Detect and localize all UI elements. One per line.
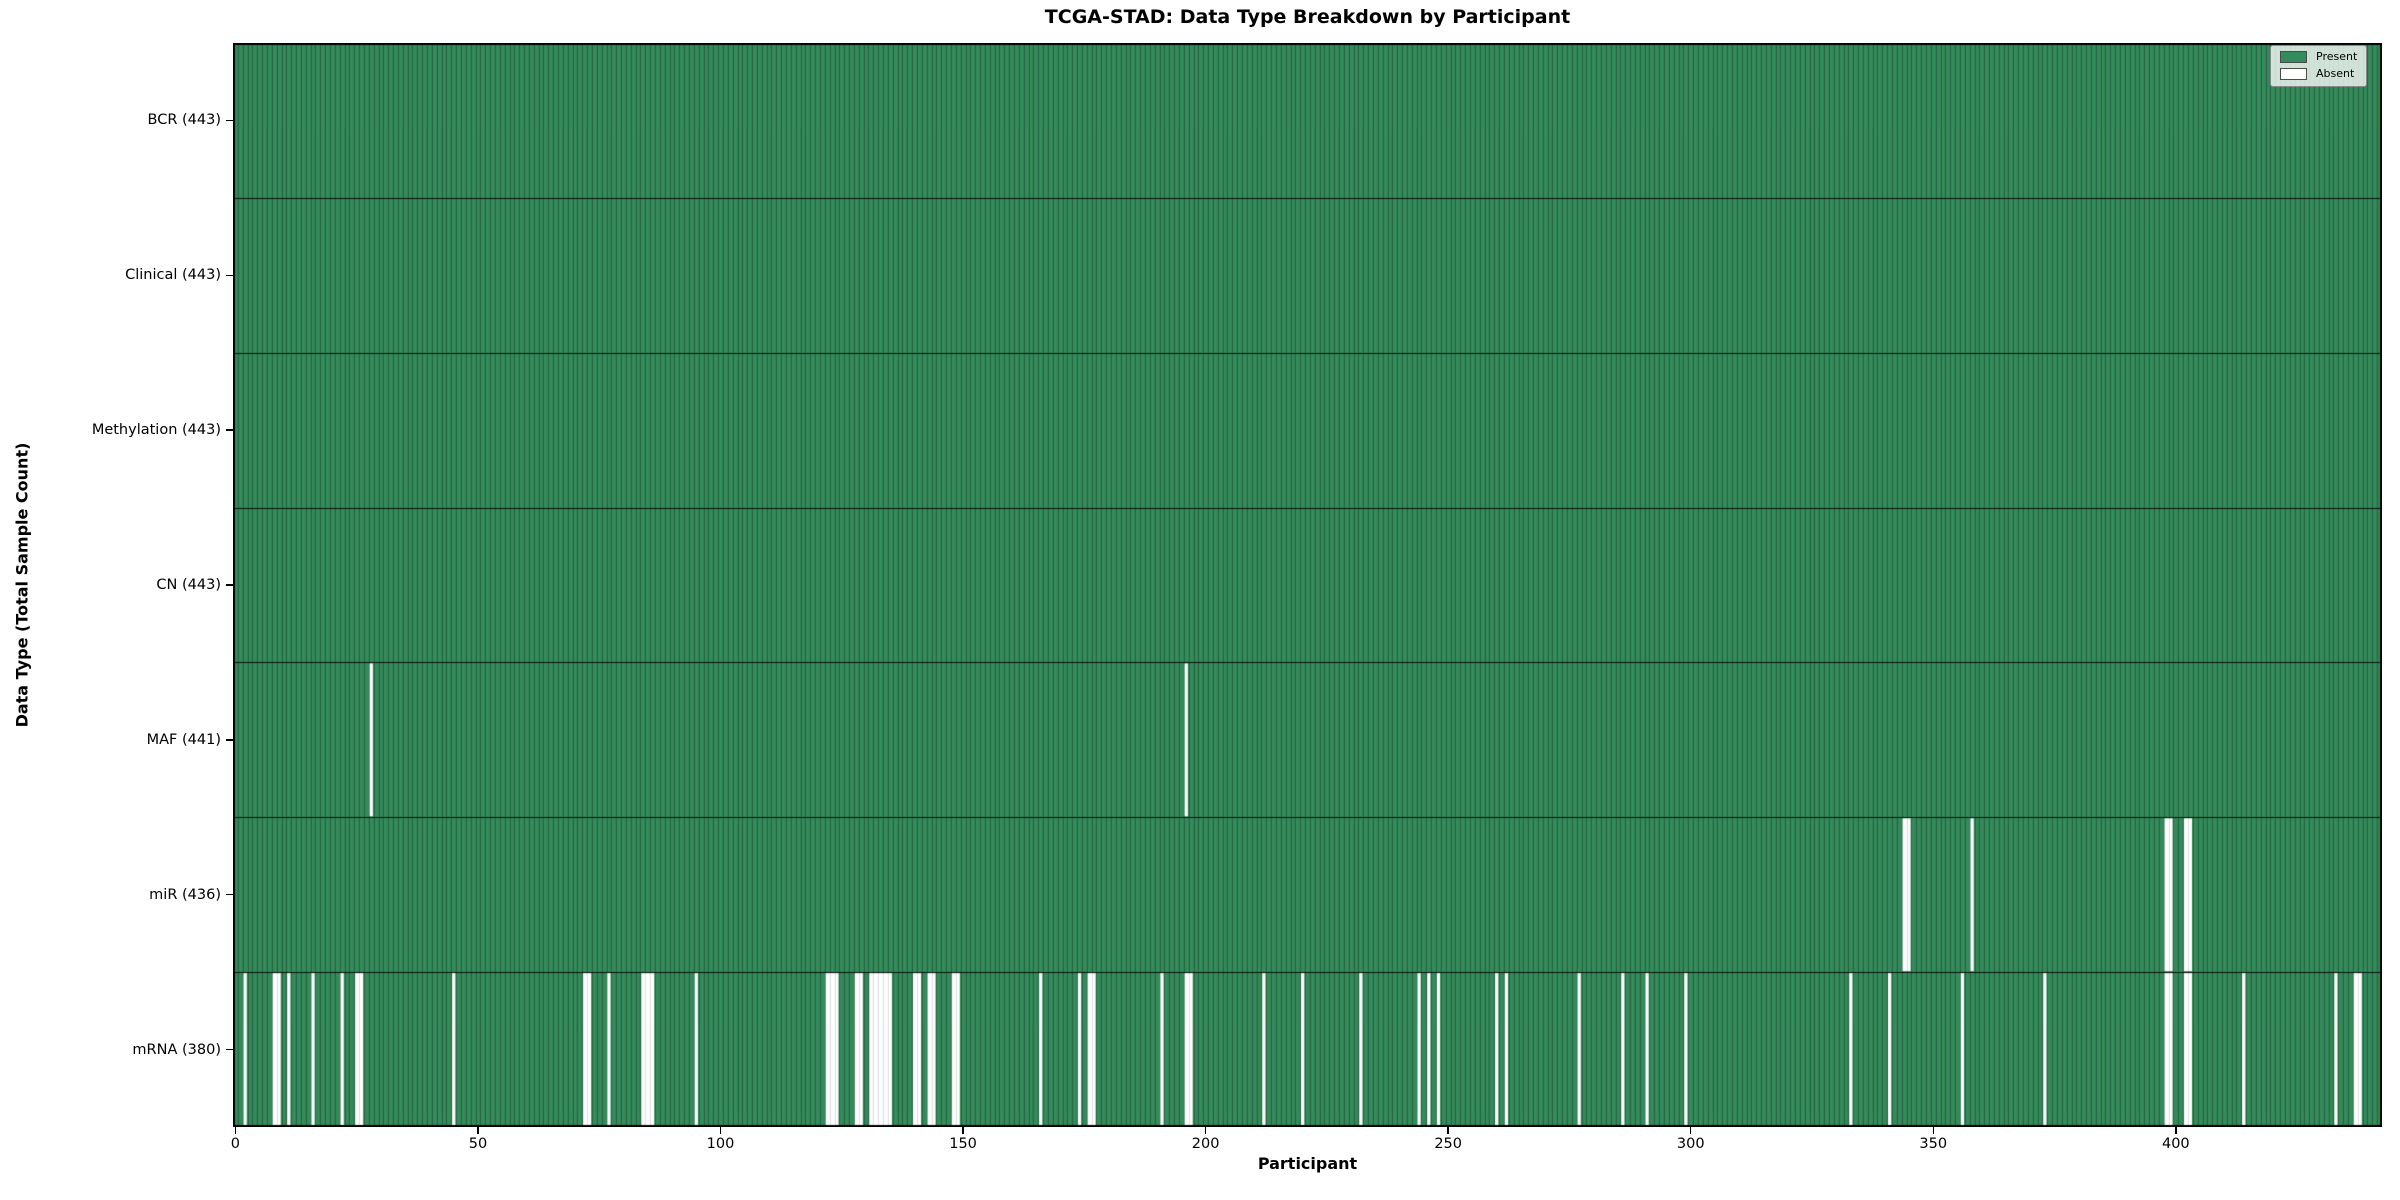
x-tick-mark: [1204, 1127, 1207, 1134]
x-tick-mark: [234, 1127, 237, 1134]
y-tick-mark: [226, 584, 233, 586]
legend-label-absent: Absent: [2316, 67, 2355, 80]
x-tick-label-0: 0: [230, 1136, 241, 1152]
x-tick-mark: [2175, 1127, 2177, 1134]
x-tick-label-50: 50: [468, 1136, 488, 1152]
x-tick-mark: [1447, 1127, 1449, 1134]
legend-label-present: Present: [2316, 50, 2358, 63]
heatmap-canvas: [233, 43, 2382, 1127]
x-tick-label-150: 150: [949, 1136, 977, 1152]
x-tick-label-300: 300: [1676, 1136, 1705, 1152]
y-tick-mark: [226, 429, 233, 431]
legend-item-present: Present: [2280, 51, 2357, 63]
y-tick-mark: [226, 119, 233, 122]
y-tick-mark: [226, 739, 233, 741]
y-tick-label-Methylation: Methylation (443): [91, 422, 221, 439]
y-tick-mark: [226, 1048, 233, 1051]
x-tick-mark: [1689, 1127, 1692, 1134]
legend: Present Absent: [2270, 45, 2368, 87]
x-tick-mark: [477, 1127, 479, 1134]
x-tick-label-100: 100: [706, 1136, 735, 1152]
x-tick-mark: [719, 1127, 722, 1134]
x-axis-title: Participant: [1257, 1154, 1358, 1173]
absent-swatch: [2280, 68, 2307, 80]
legend-item-absent: Absent: [2280, 68, 2357, 80]
chart-title: TCGA-STAD: Data Type Breakdown by Partic…: [1044, 6, 1571, 28]
present-swatch: [2280, 51, 2307, 63]
x-tick-mark: [1932, 1127, 1935, 1134]
x-tick-label-200: 200: [1191, 1136, 1220, 1152]
x-tick-label-250: 250: [1434, 1136, 1463, 1152]
y-tick-label-Clinical: Clinical (443): [125, 267, 221, 284]
x-tick-mark: [962, 1127, 964, 1134]
y-tick-mark: [226, 893, 233, 896]
x-tick-label-350: 350: [1919, 1136, 1948, 1152]
x-tick-label-400: 400: [2161, 1136, 2190, 1152]
y-tick-label-mRNA: mRNA (380): [132, 1041, 221, 1058]
y-tick-label-CN: CN (443): [156, 577, 221, 593]
y-tick-label-MAF: MAF (441): [146, 731, 221, 748]
y-tick-label-miR: miR (436): [149, 886, 221, 903]
y-tick-label-BCR: BCR (443): [147, 112, 222, 129]
y-tick-mark: [226, 274, 233, 277]
